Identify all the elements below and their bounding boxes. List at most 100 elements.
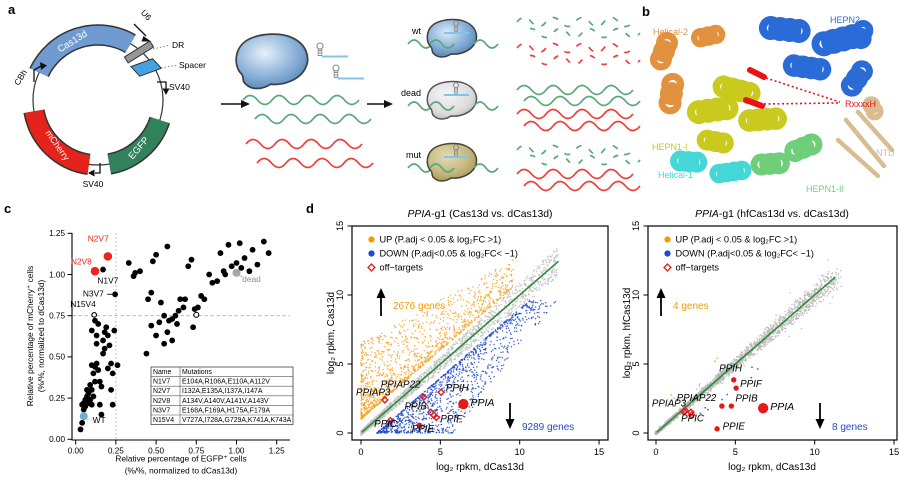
d-left-ylabel: log₂ rpkm, Cas13d <box>326 292 337 374</box>
svg-text:dead: dead <box>242 274 261 284</box>
panel-b: b Helical-2 HEPN2 RxxxxH HEPN1-I Helical… <box>642 4 895 194</box>
svg-text:10: 10 <box>515 447 525 457</box>
d-left-legend: UP (P.adj < 0.05 & log₂FC >1) DOWN (P.ad… <box>367 235 518 273</box>
mcherry-arc <box>24 109 91 174</box>
svg-text:0.00: 0.00 <box>68 447 84 456</box>
panel-a: a Cas13d mCherry EGFP CBh U6 <box>8 2 641 192</box>
legend-offtarget-diamond <box>367 263 376 272</box>
svg-text:N15V4: N15V4 <box>70 299 96 309</box>
svg-text:PPIB: PPIB <box>405 401 428 412</box>
dr-leader-line <box>152 44 171 50</box>
d-right-legend: UP (P.adj < 0.05 & log₂FC >1) DOWN (P.ad… <box>663 235 814 273</box>
dead-output-intact <box>516 84 641 132</box>
variant-row-wt: wt <box>407 16 641 66</box>
dl-off-targets: PPIAP22 PPIH PPIAP3 PPIB PPIF PPIE PPIC PPIA <box>356 379 494 434</box>
svg-text:N2V8: N2V8 <box>71 257 92 267</box>
svg-text:E104A,R106A,E110A,A112V: E104A,R106A,E110A,A112V <box>182 379 270 386</box>
spacer-leader-line <box>160 64 178 69</box>
svg-text:5: 5 <box>438 447 443 457</box>
svg-text:N3V7: N3V7 <box>83 288 104 298</box>
c-mutation-table: Name Mutations N1V7 E104A,R106A,E110A,A112V… <box>150 366 294 426</box>
svg-text:WT: WT <box>93 415 106 425</box>
cbh-promoter-arrowhead <box>40 62 47 70</box>
dead-blob <box>426 80 478 120</box>
svg-text:15: 15 <box>594 447 604 457</box>
sv40-bottom-label: SV40 <box>83 179 104 189</box>
svg-text:E168A,F169A,H175A,F179A: E168A,F169A,H175A,F179A <box>182 407 271 414</box>
helical1-label: Helical-1 <box>658 170 693 180</box>
cas13d-protein-blob <box>235 33 309 90</box>
variant-row-dead: dead <box>401 80 641 132</box>
svg-text:Mutations: Mutations <box>182 369 212 376</box>
svg-text:N1V7: N1V7 <box>97 276 118 286</box>
svg-text:0.25: 0.25 <box>108 447 124 456</box>
mut-rna-out <box>473 163 499 173</box>
wt-blob <box>426 18 478 58</box>
svg-text:N15V4: N15V4 <box>153 417 174 424</box>
panel-d: d PPIA-g1 (Cas13d vs. dCas13d) PPIAP22 PP… <box>306 201 899 473</box>
svg-text:5: 5 <box>335 361 345 366</box>
svg-text:A134V,A140V,A141V,A143V: A134V,A140V,A141V,A143V <box>182 398 269 405</box>
svg-text:1.00: 1.00 <box>49 270 65 279</box>
panel-label-b: b <box>642 4 650 19</box>
facs-scatter-plot: 0.00 0.25 0.50 0.75 1.00 1.25 0.00 0.25 0.50 0.75… <box>49 229 294 456</box>
svg-text:PPIAP22: PPIAP22 <box>381 379 421 390</box>
mut-blob <box>426 142 478 182</box>
protein-domain-labels: Helical-2 HEPN2 RxxxxH HEPN1-I Helical-1… <box>652 15 895 194</box>
svg-text:PPIF: PPIF <box>440 414 463 425</box>
sv40-right-arrow <box>157 81 167 89</box>
svg-text:N2V7: N2V7 <box>88 234 109 244</box>
svg-text:0.75: 0.75 <box>188 447 204 456</box>
d-right-ylabel: log₂ rpkm, hfCas13d <box>622 288 633 379</box>
svg-text:0.75: 0.75 <box>49 312 65 321</box>
spacer-diamond <box>130 58 163 77</box>
ntd-label: NTD <box>876 148 895 158</box>
panel-label-c: c <box>4 201 11 216</box>
d-left-xlabel: log₂ rpkm, dCas13d <box>436 462 524 473</box>
d-right-xlabel: log₂ rpkm, dCas13d <box>728 462 816 473</box>
mut-output-mixed <box>516 144 641 192</box>
svg-text:PPIH: PPIH <box>446 383 470 394</box>
hepn1i-label: HEPN1-I <box>652 142 688 152</box>
sv40-right-label: SV40 <box>169 82 190 92</box>
u6-promoter-label: U6 <box>139 8 154 23</box>
spacer-label: Spacer <box>179 60 206 70</box>
legend-down-text: DOWN (P.adj<0.05 & log₂FC< −1) <box>676 249 814 259</box>
up-genes-count: 2676 genes <box>393 301 445 312</box>
svg-text:1.00: 1.00 <box>229 447 245 456</box>
legend-up-text: UP (P.adj < 0.05 & log₂FC >1) <box>380 235 502 245</box>
svg-text:0.50: 0.50 <box>49 353 65 362</box>
legend-down-text: DOWN (P.adj<0.05 & log₂FC< −1) <box>380 249 518 259</box>
sv40-bottom-arrowhead <box>88 169 95 177</box>
sv40-bottom-arrow <box>95 163 101 174</box>
protein-structure-art <box>651 19 895 181</box>
hepn2-label: HEPN2 <box>830 15 860 25</box>
legend-up-text: UP (P.adj < 0.05 & log₂FC >1) <box>676 235 798 245</box>
d-right-down-annotation: 8 genes <box>815 403 868 433</box>
legend-offtarget-text: off−targets <box>380 263 424 273</box>
dr-bar <box>123 40 155 64</box>
legend-down-dot <box>664 250 671 257</box>
legend-down-dot <box>368 250 375 257</box>
d-right-title: PPIA-g1 (hfCas13d vs. dCas13d) <box>695 209 849 220</box>
d-right-up-annotation: 4 genes <box>656 288 709 316</box>
svg-text:N1V7: N1V7 <box>153 379 170 386</box>
svg-text:15: 15 <box>335 221 345 231</box>
workflow-arrow-2 <box>367 100 393 108</box>
helical2-label: Helical-2 <box>653 27 688 37</box>
cbh-promoter-arrow <box>33 65 42 82</box>
d-left-title: PPIA-g1 (Cas13d vs. dCas13d) <box>408 209 553 220</box>
legend-offtarget-text: off−targets <box>676 263 720 273</box>
u6-promoter-arrow <box>133 23 147 37</box>
down-arrow-icon <box>505 419 515 429</box>
c-xlabel-line2: (%/%, normalized to dCas13d) <box>125 466 238 476</box>
input-rna-waves <box>242 94 374 169</box>
down-arrow-icon <box>815 419 825 429</box>
guide-rna-icons <box>316 42 364 80</box>
wt-rna-out <box>473 39 499 49</box>
svg-text:Name: Name <box>153 369 172 376</box>
rxxxxh-label: RxxxxH <box>845 99 876 109</box>
dead-label: dead <box>401 88 421 98</box>
